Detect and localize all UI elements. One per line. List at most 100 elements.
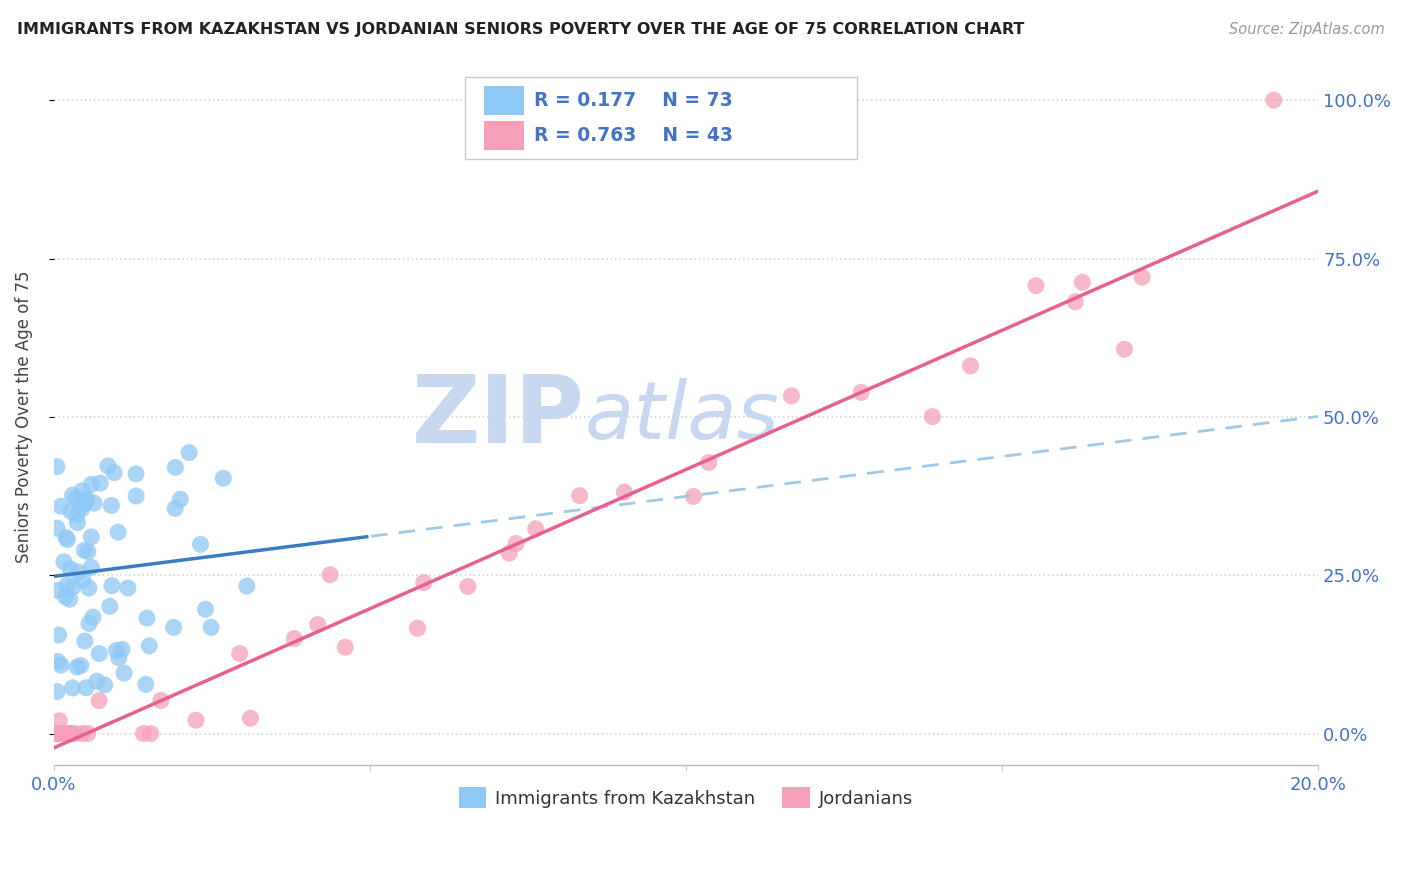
Point [86, 674, 108, 689]
Point [77, 581, 100, 595]
Point [83, 496, 105, 510]
Point [75, 681, 97, 695]
Point [236, 579, 259, 593]
Point [97, 458, 120, 473]
Point [505, 536, 527, 550]
Point [73, 497, 96, 511]
Point [165, 460, 187, 475]
Point [412, 575, 434, 590]
Point [48, 714, 70, 728]
Point [67, 565, 90, 579]
Point [138, 639, 160, 653]
Point [59, 726, 82, 740]
Point [613, 485, 636, 500]
Point [307, 617, 329, 632]
Point [139, 726, 162, 740]
Point [46, 726, 69, 740]
Point [87, 694, 110, 708]
FancyBboxPatch shape [465, 77, 856, 159]
Point [111, 642, 134, 657]
Point [46, 583, 69, 598]
Point [80, 560, 103, 574]
Point [132, 726, 155, 740]
Point [100, 499, 122, 513]
Point [136, 611, 159, 625]
Point [49, 658, 72, 673]
Point [239, 711, 262, 725]
Point [162, 620, 184, 634]
Point [184, 713, 207, 727]
Point [524, 522, 547, 536]
Point [52, 555, 75, 569]
Point [80, 477, 103, 491]
Point [56, 533, 79, 547]
Point [77, 544, 100, 558]
Point [108, 650, 131, 665]
Point [70, 501, 93, 516]
FancyBboxPatch shape [484, 86, 524, 115]
Point [55, 590, 77, 604]
Legend: Immigrants from Kazakhstan, Jordanians: Immigrants from Kazakhstan, Jordanians [451, 780, 920, 815]
Point [49, 500, 72, 514]
Point [46, 684, 69, 698]
Point [70, 726, 93, 740]
Point [921, 409, 943, 424]
Point [125, 467, 148, 481]
Point [66, 516, 89, 530]
Point [682, 490, 704, 504]
Point [55, 530, 77, 544]
Point [76, 491, 98, 506]
Point [1025, 278, 1047, 293]
Point [70, 483, 93, 498]
Point [200, 620, 222, 634]
Point [48, 628, 70, 642]
Point [59, 592, 82, 607]
Point [112, 666, 135, 681]
Point [75, 493, 97, 508]
Point [125, 489, 148, 503]
Point [56, 578, 79, 592]
Point [73, 543, 96, 558]
Point [1114, 343, 1136, 357]
Point [77, 616, 100, 631]
Point [283, 632, 305, 646]
Point [780, 389, 803, 403]
Point [194, 602, 217, 616]
Y-axis label: Seniors Poverty Over the Age of 75: Seniors Poverty Over the Age of 75 [15, 270, 32, 563]
Point [69, 658, 91, 673]
Point [498, 546, 520, 560]
Point [135, 677, 157, 691]
Point [103, 466, 125, 480]
Point [46, 726, 69, 740]
Point [89, 476, 111, 491]
Point [46, 654, 69, 668]
Point [107, 525, 129, 540]
Text: IMMIGRANTS FROM KAZAKHSTAN VS JORDANIAN SENIORS POVERTY OVER THE AGE OF 75 CORRE: IMMIGRANTS FROM KAZAKHSTAN VS JORDANIAN … [17, 22, 1024, 37]
Point [73, 634, 96, 648]
Point [117, 581, 139, 595]
Text: atlas: atlas [585, 378, 779, 456]
Point [406, 621, 429, 635]
Point [93, 678, 115, 692]
Point [1071, 275, 1094, 289]
Point [63, 726, 86, 740]
Point [228, 647, 250, 661]
Point [62, 488, 84, 502]
Point [46, 521, 69, 535]
Point [959, 359, 981, 373]
Point [80, 530, 103, 544]
Point [697, 456, 720, 470]
Point [190, 537, 212, 551]
Point [66, 508, 89, 522]
Point [1130, 270, 1153, 285]
Point [149, 693, 172, 707]
Point [335, 640, 357, 655]
Point [101, 579, 124, 593]
FancyBboxPatch shape [484, 120, 524, 150]
Point [568, 489, 591, 503]
Point [46, 726, 69, 740]
Point [82, 610, 104, 624]
Point [457, 580, 479, 594]
Point [89, 647, 111, 661]
Point [46, 459, 69, 474]
